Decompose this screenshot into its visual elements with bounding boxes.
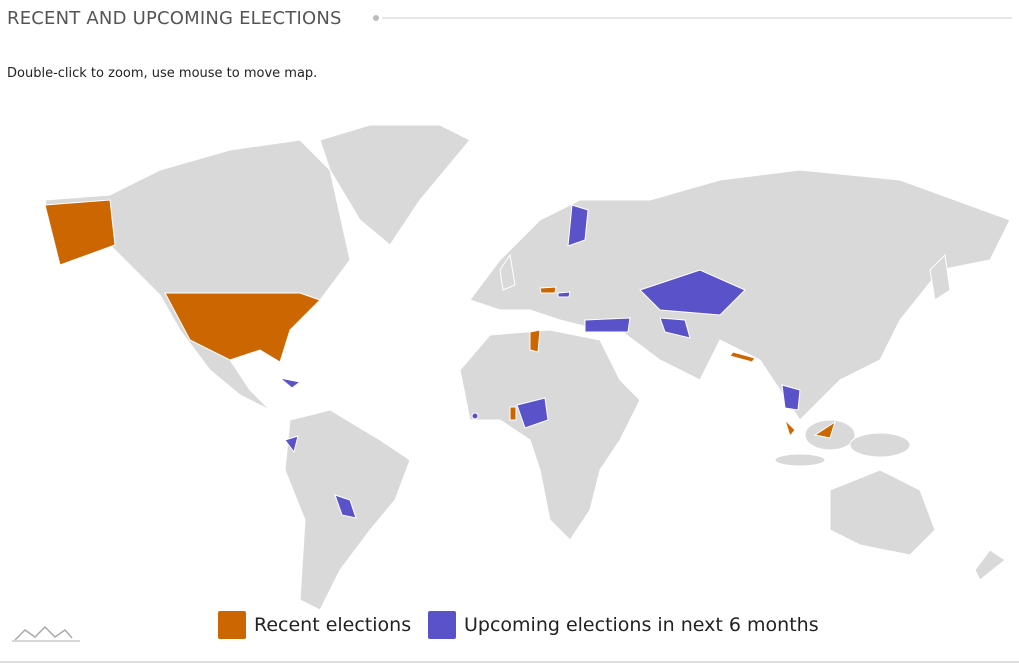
election-country[interactable] [729,351,756,363]
legend-swatch [428,611,456,639]
election-country[interactable] [471,412,479,420]
logo [12,625,80,642]
landmass [44,124,1011,611]
election-country[interactable] [516,397,549,429]
election-country[interactable] [44,199,116,266]
legend-swatch [218,611,246,639]
election-country[interactable] [164,292,321,363]
title-dot [373,15,379,21]
election-country[interactable] [813,420,836,439]
election-country[interactable] [784,419,796,438]
election-country[interactable] [284,435,299,454]
legend-item[interactable]: Upcoming elections in next 6 months [428,611,819,639]
election-country[interactable] [557,291,571,298]
legend-label: Upcoming elections in next 6 months [464,614,819,636]
election-country[interactable] [567,204,589,247]
election-country[interactable] [639,269,746,316]
election-country[interactable] [334,494,357,519]
election-regions [44,199,836,519]
legend-label: Recent elections [254,614,412,636]
election-country[interactable] [529,329,541,353]
election-country[interactable] [509,406,517,421]
title: RECENT AND UPCOMING ELECTIONS [7,8,342,29]
election-country[interactable] [659,317,691,339]
legend-item[interactable]: Recent elections [218,611,411,639]
instruction: Double-click to zoom, use mouse to move … [7,66,318,81]
election-country[interactable] [584,317,631,333]
election-country[interactable] [539,286,557,294]
election-country[interactable] [279,377,302,389]
election-country[interactable] [781,384,801,411]
